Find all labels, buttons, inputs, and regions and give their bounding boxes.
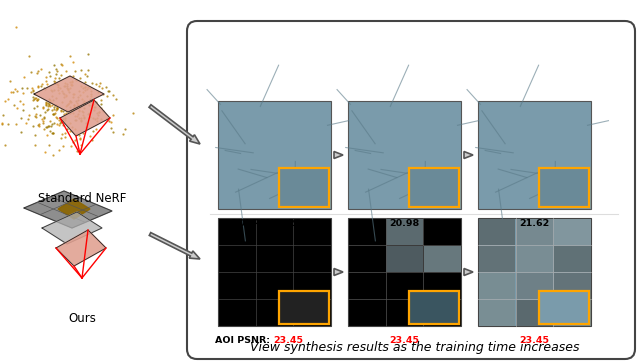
Bar <box>479 273 515 298</box>
Bar <box>554 273 591 298</box>
FancyBboxPatch shape <box>187 21 635 359</box>
Polygon shape <box>58 199 90 219</box>
Text: 21.62: 21.62 <box>520 219 550 228</box>
Text: Standard NeRF: Standard NeRF <box>38 192 126 205</box>
Bar <box>479 218 515 245</box>
Bar <box>554 245 591 272</box>
Bar <box>554 218 591 245</box>
Text: View synthesis results as the training time increases: View synthesis results as the training t… <box>250 341 580 354</box>
Bar <box>479 300 515 325</box>
Polygon shape <box>42 212 102 244</box>
Bar <box>516 245 553 272</box>
Text: 23.45: 23.45 <box>520 336 550 345</box>
Polygon shape <box>24 191 112 228</box>
FancyArrow shape <box>334 269 343 276</box>
Bar <box>386 218 423 245</box>
Bar <box>539 168 589 207</box>
Text: 23.45: 23.45 <box>273 336 303 345</box>
FancyArrow shape <box>149 233 200 259</box>
Bar <box>279 168 329 207</box>
Bar <box>479 245 515 272</box>
FancyArrow shape <box>334 151 343 158</box>
Bar <box>554 300 591 325</box>
Bar <box>539 292 589 324</box>
Polygon shape <box>60 100 110 136</box>
Bar <box>516 273 553 298</box>
Bar <box>386 245 423 272</box>
Bar <box>348 101 461 209</box>
Bar <box>409 168 459 207</box>
Bar <box>218 101 331 209</box>
Bar <box>218 218 331 326</box>
Bar <box>348 218 461 326</box>
Polygon shape <box>56 230 106 266</box>
Text: 23.45: 23.45 <box>390 336 419 345</box>
Bar <box>424 245 461 272</box>
FancyArrow shape <box>464 269 473 276</box>
Bar <box>516 218 553 245</box>
Bar <box>478 101 591 209</box>
Bar <box>409 292 459 324</box>
FancyArrow shape <box>464 151 473 158</box>
Text: Ours: Ours <box>68 312 96 325</box>
Text: 20.98: 20.98 <box>389 219 420 228</box>
FancyArrow shape <box>149 105 200 144</box>
Bar <box>516 300 553 325</box>
Bar <box>478 218 591 326</box>
Text: AOI PSNR:: AOI PSNR: <box>215 336 273 345</box>
Bar <box>279 292 329 324</box>
Polygon shape <box>34 76 104 112</box>
Text: AOI PSNR: 20.26: AOI PSNR: 20.26 <box>230 219 319 228</box>
